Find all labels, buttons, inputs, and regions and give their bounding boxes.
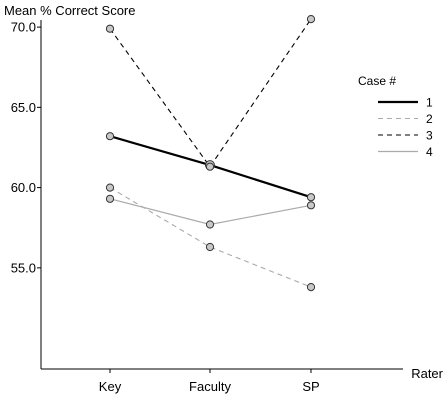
x-tick-label: Key — [99, 379, 122, 394]
data-point-case-1 — [105, 132, 115, 141]
legend-label-case-2: 2 — [426, 112, 433, 126]
x-tick-label: Faculty — [189, 379, 231, 394]
data-point-case-2 — [306, 283, 316, 292]
y-tick-label: 60.0 — [11, 180, 36, 195]
series-line-case-2 — [109, 187, 312, 288]
x-axis-ticks: Key Faculty SP — [99, 369, 320, 394]
x-axis-label: Rater — [411, 366, 443, 381]
data-point-case-2 — [105, 183, 115, 192]
data-point-case-3 — [205, 162, 215, 171]
series-line-case-3 — [109, 18, 312, 168]
data-point-case-4 — [306, 201, 316, 210]
data-point-case-4 — [105, 194, 115, 203]
data-point-case-3 — [306, 15, 316, 24]
data-point-case-4 — [205, 220, 215, 229]
series-markers — [105, 15, 316, 292]
legend-title: Case # — [358, 74, 396, 88]
y-axis-ticks: 55.0 60.0 65.0 70.0 — [11, 20, 41, 275]
axes — [40, 20, 403, 370]
y-tick-label: 70.0 — [11, 20, 36, 35]
y-tick-label: 55.0 — [11, 260, 36, 275]
legend-label-case-3: 3 — [426, 129, 433, 143]
data-point-case-1 — [306, 193, 316, 202]
y-tick-label: 65.0 — [11, 100, 36, 115]
legend-label-case-1: 1 — [426, 96, 433, 110]
x-tick-label: SP — [302, 379, 319, 394]
data-point-case-2 — [205, 242, 215, 252]
y-axis-label: Mean % Correct Score — [4, 3, 136, 18]
legend: 1 2 3 4 — [378, 96, 433, 159]
data-point-case-3 — [105, 24, 115, 33]
legend-label-case-4: 4 — [426, 145, 433, 159]
